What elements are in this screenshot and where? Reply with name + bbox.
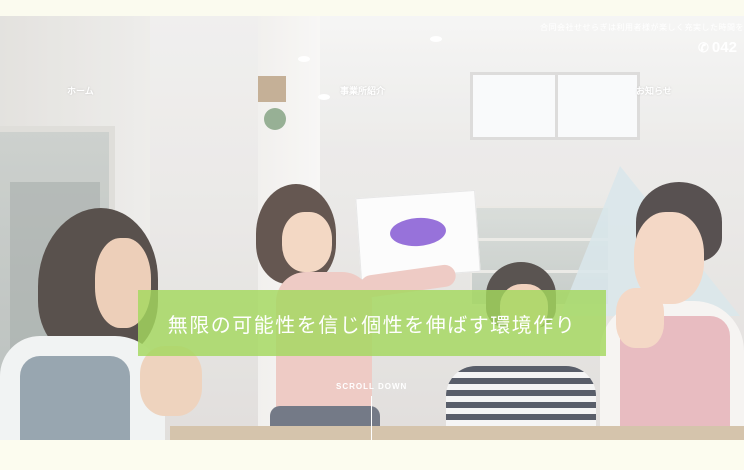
- ceiling-light: [298, 56, 310, 62]
- plant: [264, 108, 286, 130]
- global-nav: ホーム 事業所紹介 お知らせ: [0, 84, 744, 100]
- scroll-down-link[interactable]: SCROLL DOWN: [336, 382, 408, 391]
- phone-number-text: 042: [711, 39, 737, 56]
- teacher-left-apron: [20, 356, 130, 440]
- scroll-indicator-line: [371, 396, 372, 440]
- phone-number[interactable]: ✆ 042: [698, 39, 737, 56]
- wall-shelf: [258, 76, 286, 102]
- ceiling-light: [318, 94, 330, 100]
- table: [170, 426, 744, 440]
- ceiling-light: [430, 36, 442, 42]
- top-strip: [0, 0, 744, 16]
- hero-banner: 無限の可能性を信じ個性を伸ばす環境作り: [138, 290, 606, 356]
- teacher-right-hands: [616, 288, 664, 348]
- hero-photo: 合同会社せせらぎは利用者様が楽しく充実した時間を ✆ 042 ホーム 事業所紹介…: [0, 16, 744, 440]
- nav-item-home[interactable]: ホーム: [67, 87, 94, 97]
- header-tagline: 合同会社せせらぎは利用者様が楽しく充実した時間を: [540, 23, 744, 32]
- bottom-strip: [0, 440, 744, 470]
- phone-icon: ✆: [698, 39, 709, 55]
- room-window: [470, 72, 640, 140]
- nav-item-news[interactable]: お知らせ: [636, 87, 672, 97]
- teacher-left-hands: [140, 346, 202, 416]
- girl-face: [282, 212, 332, 272]
- nav-item-about[interactable]: 事業所紹介: [340, 87, 386, 97]
- hero-catchphrase: 無限の可能性を信じ個性を伸ばす環境作り: [167, 312, 577, 337]
- photo-overlay: [0, 16, 744, 440]
